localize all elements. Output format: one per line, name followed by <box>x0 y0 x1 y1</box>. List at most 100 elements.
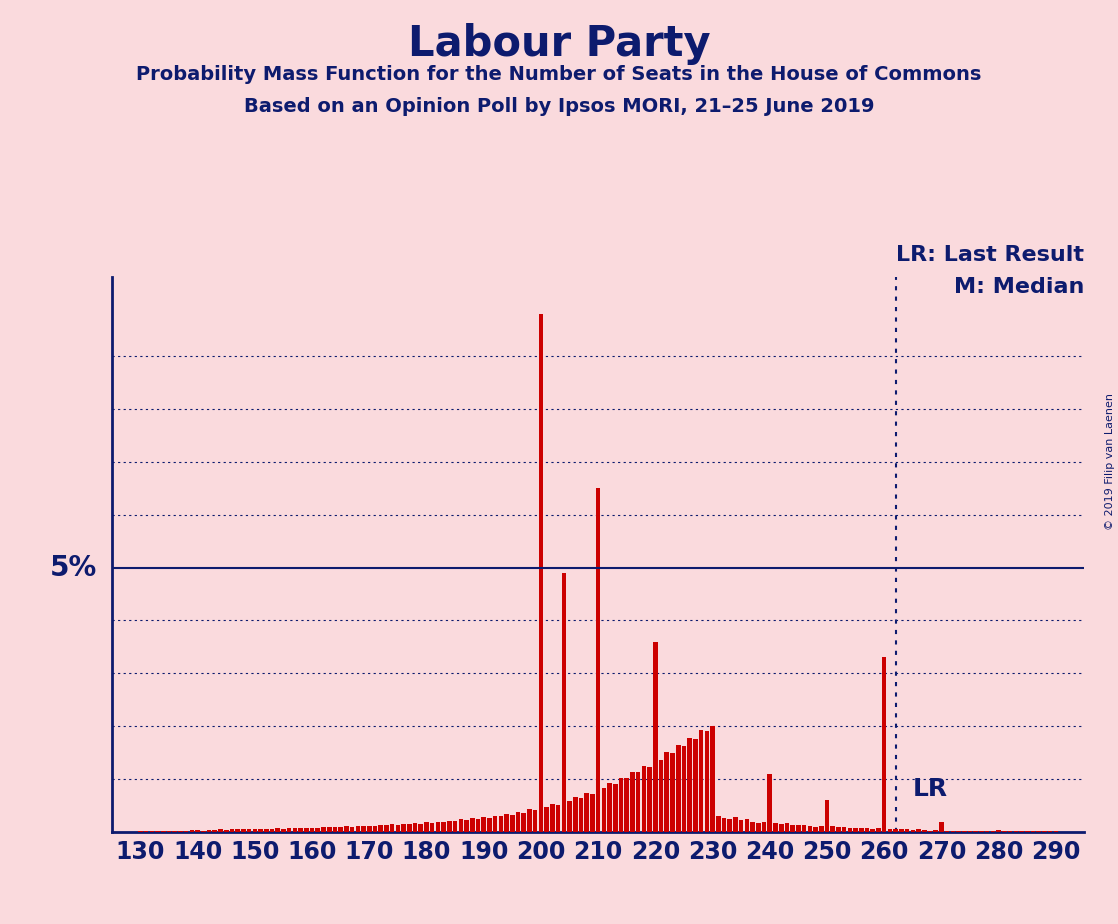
Bar <box>636 772 641 832</box>
Bar <box>470 819 474 832</box>
Bar <box>853 829 858 832</box>
Text: Based on an Opinion Poll by Ipsos MORI, 21–25 June 2019: Based on an Opinion Poll by Ipsos MORI, … <box>244 97 874 116</box>
Bar <box>607 783 612 832</box>
Bar <box>888 829 892 832</box>
Bar <box>401 823 406 832</box>
Bar <box>321 827 325 832</box>
Bar <box>533 810 538 832</box>
Bar <box>482 818 486 832</box>
Bar <box>796 825 800 832</box>
Text: 5%: 5% <box>50 553 97 581</box>
Bar <box>767 773 773 832</box>
Bar <box>407 824 411 832</box>
Bar <box>928 831 932 832</box>
Bar <box>847 828 852 832</box>
Bar <box>218 830 222 832</box>
Text: M: Median: M: Median <box>954 277 1084 298</box>
Bar <box>785 823 789 832</box>
Bar <box>596 489 600 832</box>
Bar <box>487 818 492 832</box>
Bar <box>739 820 743 832</box>
Bar <box>579 797 584 832</box>
Text: © 2019 Filip van Laenen: © 2019 Filip van Laenen <box>1106 394 1115 530</box>
Bar <box>499 816 503 832</box>
Bar <box>917 830 921 832</box>
Bar <box>453 821 457 832</box>
Bar <box>590 794 595 832</box>
Bar <box>528 809 532 832</box>
Bar <box>613 784 617 832</box>
Bar <box>631 772 635 832</box>
Bar <box>430 823 435 832</box>
Bar <box>842 827 846 832</box>
Bar <box>653 641 657 832</box>
Bar <box>802 825 806 832</box>
Bar <box>877 829 881 832</box>
Bar <box>372 826 377 832</box>
Bar <box>178 831 182 832</box>
Bar <box>299 828 303 832</box>
Bar <box>774 822 778 832</box>
Bar <box>293 829 297 832</box>
Bar <box>190 830 195 832</box>
Bar <box>859 828 863 832</box>
Bar <box>475 819 481 832</box>
Bar <box>458 820 463 832</box>
Bar <box>961 831 967 832</box>
Bar <box>264 829 268 832</box>
Text: LR: Last Result: LR: Last Result <box>897 245 1084 265</box>
Bar <box>642 766 646 832</box>
Bar <box>367 826 371 832</box>
Bar <box>447 821 452 832</box>
Bar <box>790 825 795 832</box>
Bar <box>269 829 274 832</box>
Bar <box>939 822 944 832</box>
Bar <box>161 831 165 832</box>
Bar <box>413 822 417 832</box>
Bar <box>183 831 189 832</box>
Bar <box>893 830 898 832</box>
Bar <box>750 821 755 832</box>
Bar <box>904 830 909 832</box>
Bar <box>813 827 818 832</box>
Bar <box>229 830 235 832</box>
Bar <box>864 829 870 832</box>
Bar <box>722 819 727 832</box>
Bar <box>390 824 395 832</box>
Bar <box>436 821 440 832</box>
Bar <box>212 830 217 832</box>
Bar <box>556 805 560 832</box>
Bar <box>670 753 675 832</box>
Bar <box>693 738 698 832</box>
Bar <box>326 827 332 832</box>
Bar <box>201 831 206 832</box>
Bar <box>464 820 468 832</box>
Bar <box>659 760 663 832</box>
Bar <box>807 826 812 832</box>
Bar <box>504 814 509 832</box>
Bar <box>287 828 292 832</box>
Text: LR: LR <box>912 777 948 801</box>
Bar <box>281 829 286 832</box>
Bar <box>544 808 549 832</box>
Bar <box>275 829 280 832</box>
Bar <box>310 828 314 832</box>
Bar <box>922 830 927 832</box>
Bar <box>585 793 589 832</box>
Bar <box>756 822 760 832</box>
Bar <box>350 827 354 832</box>
Bar <box>704 731 709 832</box>
Bar <box>745 819 749 832</box>
Bar <box>716 816 721 832</box>
Bar <box>945 831 949 832</box>
Bar <box>974 831 978 832</box>
Bar <box>618 778 624 832</box>
Bar <box>333 827 338 832</box>
Bar <box>515 812 520 832</box>
Bar <box>241 829 246 832</box>
Bar <box>950 831 955 832</box>
Bar <box>258 830 263 832</box>
Bar <box>956 831 960 832</box>
Bar <box>836 827 841 832</box>
Bar <box>344 826 349 832</box>
